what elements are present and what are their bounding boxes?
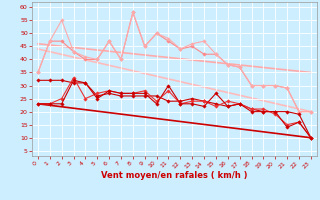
X-axis label: Vent moyen/en rafales ( km/h ): Vent moyen/en rafales ( km/h ) [101,171,248,180]
